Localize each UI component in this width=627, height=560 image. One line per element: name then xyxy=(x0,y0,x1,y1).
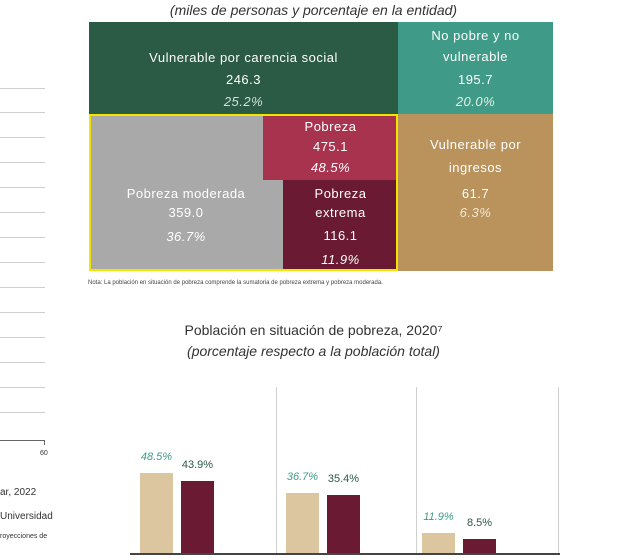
gridline xyxy=(0,162,45,163)
panel-value: 61.7 xyxy=(461,186,490,201)
source-text: Universidad xyxy=(0,511,53,522)
axis-tick-label: 60 xyxy=(40,450,48,457)
footnote: Nota: La población en situación de pobre… xyxy=(88,280,383,286)
panel-pobreza-extrema: Pobreza extrema 116.1 11.9% xyxy=(283,180,398,271)
group-separator xyxy=(558,387,559,553)
panel-percent: 36.7% xyxy=(166,229,206,244)
data-label: 36.7% xyxy=(286,470,319,483)
panel-percent: 25.2% xyxy=(223,94,264,109)
poverty-highlight-border xyxy=(89,114,398,271)
gridline xyxy=(0,212,45,213)
bar xyxy=(286,492,319,553)
bar xyxy=(327,494,360,553)
panel-label: Vulnerable por carencia social xyxy=(149,50,338,65)
panel-vulnerable-ingresos: Vulnerable por ingresos 61.7 6.3% xyxy=(398,114,553,271)
gridline xyxy=(0,337,45,338)
gridline xyxy=(0,412,45,413)
data-label: 43.9% xyxy=(181,459,214,471)
panel-value: 246.3 xyxy=(225,72,262,87)
chart-subtitle: (porcentaje respecto a la población tota… xyxy=(187,343,440,359)
population-chart-subtitle: (miles de personas y porcentaje en la en… xyxy=(169,2,458,18)
gridline xyxy=(0,137,45,138)
x-axis-line xyxy=(130,553,560,555)
panel-percent: 6.3% xyxy=(459,205,492,220)
gridline xyxy=(0,387,45,388)
panel-pobreza: Pobreza 475.1 48.5% xyxy=(263,114,398,180)
panel-vulnerable-carencia-social: Vulnerable por carencia social 246.3 25.… xyxy=(89,22,398,114)
panel-percent: 48.5% xyxy=(310,160,351,175)
axis-line xyxy=(0,440,45,441)
panel-percent: 20.0% xyxy=(455,94,496,109)
panel-label: extrema xyxy=(315,205,366,220)
data-label: 8.5% xyxy=(466,517,493,530)
bar xyxy=(181,481,214,553)
gridline xyxy=(0,287,45,288)
source-text: royecciones de xyxy=(0,533,48,540)
panel-percent: 11.9% xyxy=(321,252,360,267)
panel-value: 116.1 xyxy=(323,228,358,243)
panel-label: No pobre y no xyxy=(431,28,520,43)
gridline xyxy=(0,112,45,113)
gridline xyxy=(0,88,45,89)
bar xyxy=(140,473,173,553)
gridline xyxy=(0,237,45,238)
panel-label: Pobreza moderada xyxy=(126,186,246,201)
bar xyxy=(422,533,455,553)
panel-pobreza-moderada: Pobreza moderada 359.0 36.7% xyxy=(89,114,283,271)
gridline xyxy=(0,312,45,313)
group-separator xyxy=(276,387,277,553)
panel-label: Pobreza xyxy=(314,186,367,201)
data-label: 48.5% xyxy=(140,451,173,464)
gridline xyxy=(0,262,45,263)
panel-value: 359.0 xyxy=(168,205,204,220)
gridline xyxy=(0,187,45,188)
gridline xyxy=(0,362,45,363)
source-text: ar, 2022 xyxy=(0,487,37,498)
panel-value: 475.1 xyxy=(312,139,349,154)
group-separator xyxy=(416,387,417,553)
panel-label: Vulnerable por xyxy=(429,137,522,152)
panel-label: ingresos xyxy=(448,160,503,175)
panel-value: 195.7 xyxy=(457,72,494,87)
panel-label: vulnerable xyxy=(443,49,508,64)
axis-tick-mark xyxy=(44,440,45,445)
chart-title: Población en situación de pobreza, 2020⁷ xyxy=(184,322,443,338)
panel-label: Pobreza xyxy=(304,119,357,134)
bar xyxy=(463,539,496,553)
data-label: 35.4% xyxy=(327,472,360,485)
data-label: 11.9% xyxy=(423,511,454,524)
panel-no-pobre: No pobre y no vulnerable 195.7 20.0% xyxy=(398,22,553,114)
